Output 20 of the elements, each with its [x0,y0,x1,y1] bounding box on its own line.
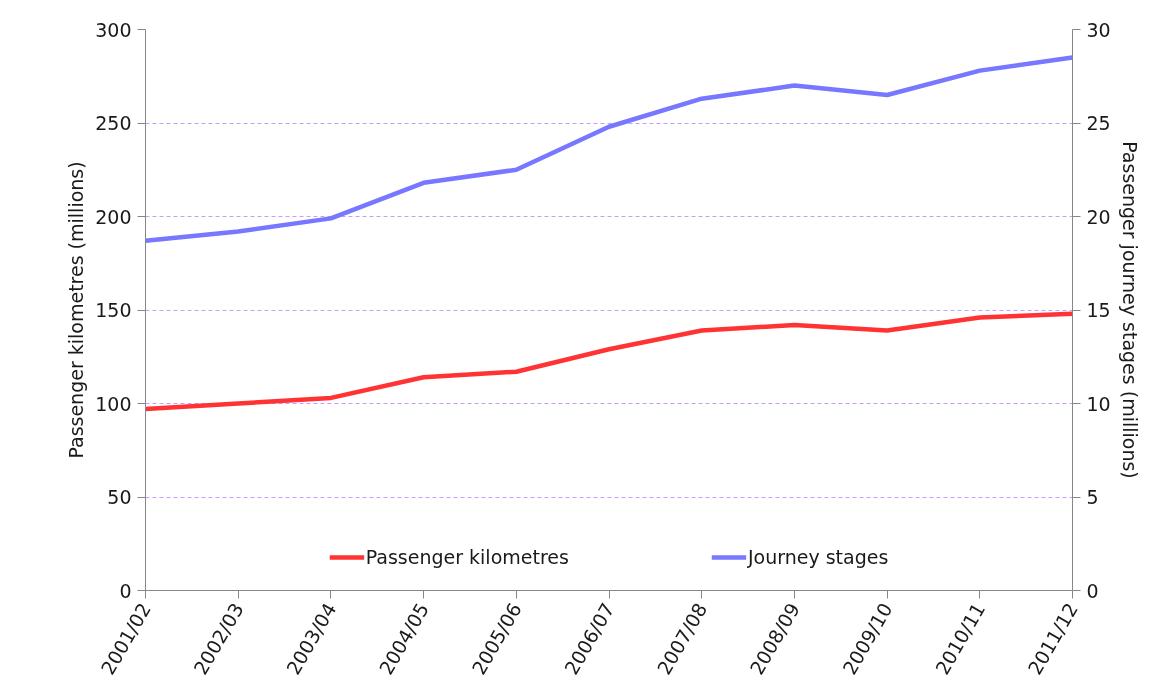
y2-tick-label: 10 [1086,392,1111,415]
legend-label: Passenger kilometres [365,546,569,568]
y-tick-label: 100 [95,392,132,415]
y-axis-title: Passenger kilometres (millions) [65,161,88,459]
y-tick-label: 300 [95,18,132,41]
y-tick-label: 0 [119,579,132,602]
y2-tick-label: 5 [1086,486,1099,508]
y2-axis-title: Passenger journey stages (millions) [1118,141,1141,479]
y2-tick-label: 0 [1086,579,1099,602]
y2-tick-label: 25 [1086,112,1111,134]
y-tick-label: 150 [95,299,132,321]
y-tick-label: 200 [95,205,132,228]
legend-label: Journey stages [747,546,889,568]
y-tick-label: 250 [95,112,132,134]
y-tick-label: 50 [107,486,132,508]
y2-tick-label: 15 [1086,299,1111,321]
line-series [145,311,1073,412]
y2-tick-label: 20 [1086,205,1111,228]
y2-tick-label: 30 [1086,18,1111,41]
line-series [145,55,1073,244]
